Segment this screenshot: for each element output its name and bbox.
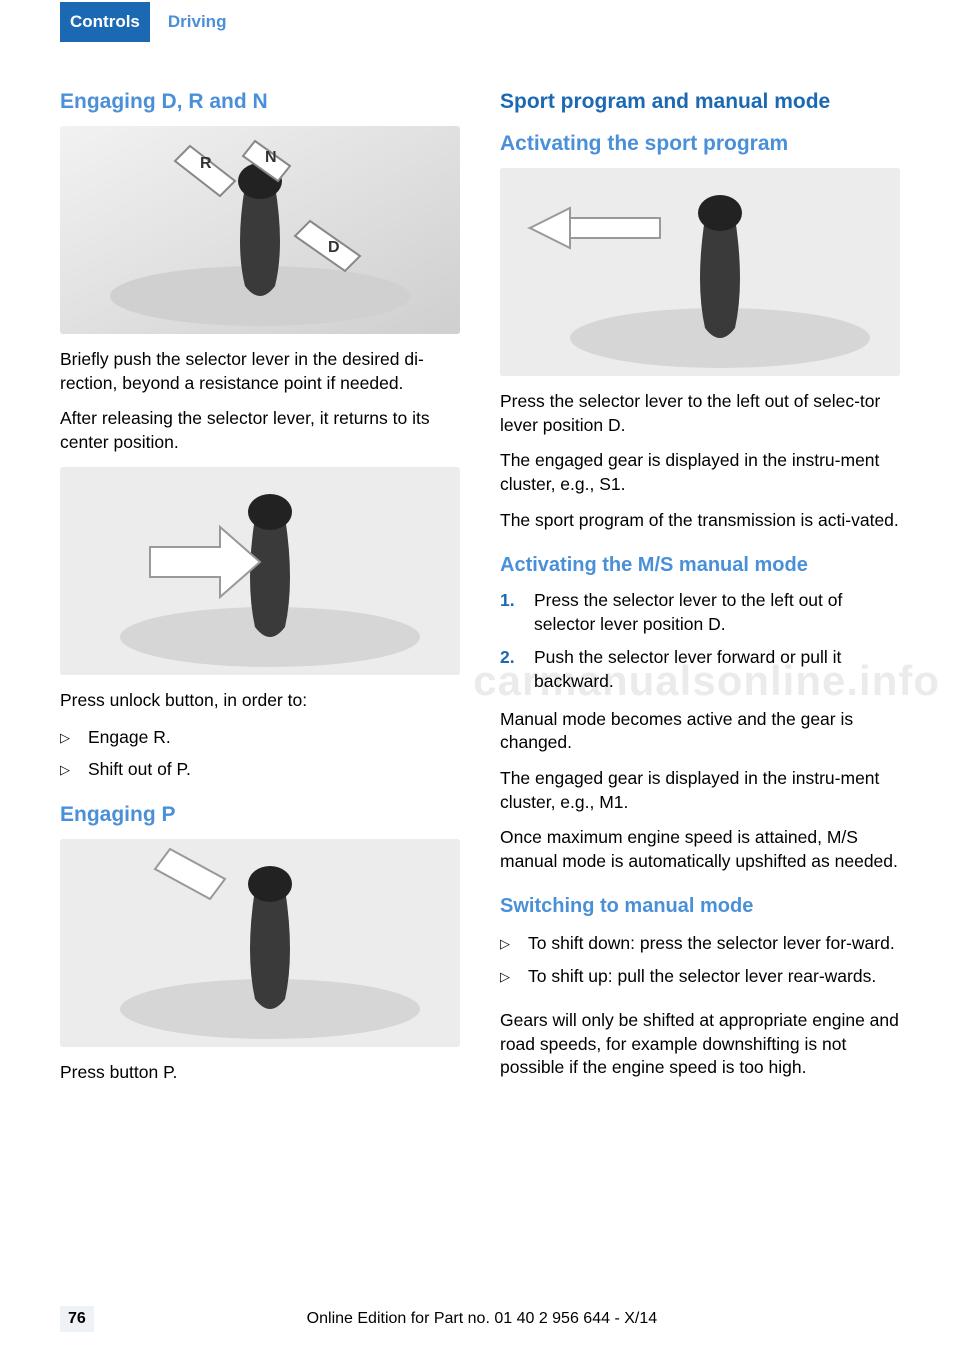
- list-item: ▷ To shift up: pull the selector lever r…: [500, 963, 900, 989]
- list-item: ▷ Engage R.: [60, 724, 460, 750]
- bullet-text: Shift out of P.: [88, 756, 191, 782]
- list-item: 1. Press the selector lever to the left …: [500, 589, 900, 636]
- step-text: Press the selector lever to the left out…: [534, 589, 900, 636]
- step-number: 2.: [500, 646, 520, 693]
- footer: 76 Online Edition for Part no. 01 40 2 9…: [0, 1306, 960, 1332]
- figure-sport-program: [500, 168, 900, 376]
- para-sport-3: The sport program of the transmission is…: [500, 509, 900, 533]
- breadcrumb-controls: Controls: [60, 2, 150, 42]
- page-number: 76: [60, 1306, 94, 1332]
- para-sport-1: Press the selector lever to the left out…: [500, 390, 900, 437]
- list-item: ▷ To shift down: press the selector leve…: [500, 930, 900, 956]
- header-bar: Controls Driving: [0, 0, 960, 44]
- right-column: Sport program and manual mode Activating…: [500, 90, 900, 1096]
- triangle-icon: ▷: [500, 963, 510, 989]
- list-item: ▷ Shift out of P.: [60, 756, 460, 782]
- heading-sport-manual: Sport program and manual mode: [500, 90, 900, 114]
- para-ms-2: The engaged gear is displayed in the ins…: [500, 767, 900, 814]
- triangle-icon: ▷: [500, 930, 510, 956]
- breadcrumb-driving: Driving: [168, 12, 227, 32]
- heading-engaging-drn: Engaging D, R and N: [60, 90, 460, 114]
- figure-engaging-p: [60, 839, 460, 1047]
- label-r: R: [200, 155, 212, 172]
- step-text: Push the selector lever forward or pull …: [534, 646, 900, 693]
- para-ms-3: Once maximum engine speed is attained, M…: [500, 826, 900, 873]
- heading-engaging-p: Engaging P: [60, 803, 460, 827]
- label-n: N: [265, 149, 277, 166]
- heading-activating-ms: Activating the M/S manual mode: [500, 554, 900, 577]
- heading-switching-manual: Switching to manual mode: [500, 895, 900, 918]
- para-drn-2: After releasing the selector lever, it r…: [60, 407, 460, 454]
- heading-activating-sport: Activating the sport program: [500, 132, 900, 156]
- para-unlock: Press unlock button, in order to:: [60, 689, 460, 713]
- numbered-list-ms: 1. Press the selector lever to the left …: [500, 589, 900, 694]
- triangle-icon: ▷: [60, 724, 70, 750]
- content-columns: Engaging D, R and N: [0, 44, 960, 1096]
- step-number: 1.: [500, 589, 520, 636]
- bullet-list-switch: ▷ To shift down: press the selector leve…: [500, 930, 900, 989]
- para-drn-1: Briefly push the selector lever in the d…: [60, 348, 460, 395]
- bullet-text: To shift down: press the selector lever …: [528, 930, 895, 956]
- para-switch-1: Gears will only be shifted at appropriat…: [500, 1009, 900, 1080]
- figure-unlock-button: [60, 467, 460, 675]
- bullet-list-unlock: ▷ Engage R. ▷ Shift out of P.: [60, 724, 460, 783]
- bullet-text: Engage R.: [88, 724, 171, 750]
- bullet-text: To shift up: pull the selector lever rea…: [528, 963, 876, 989]
- left-column: Engaging D, R and N: [60, 90, 460, 1096]
- para-sport-2: The engaged gear is displayed in the ins…: [500, 449, 900, 496]
- para-ms-1: Manual mode becomes active and the gear …: [500, 708, 900, 755]
- page: Controls Driving Engaging D, R and N: [0, 0, 960, 1362]
- list-item: 2. Push the selector lever forward or pu…: [500, 646, 900, 693]
- figure-selector-drn: R N D: [60, 126, 460, 334]
- triangle-icon: ▷: [60, 756, 70, 782]
- para-press-p: Press button P.: [60, 1061, 460, 1085]
- label-d: D: [328, 239, 340, 256]
- footer-edition: Online Edition for Part no. 01 40 2 956 …: [307, 1310, 657, 1328]
